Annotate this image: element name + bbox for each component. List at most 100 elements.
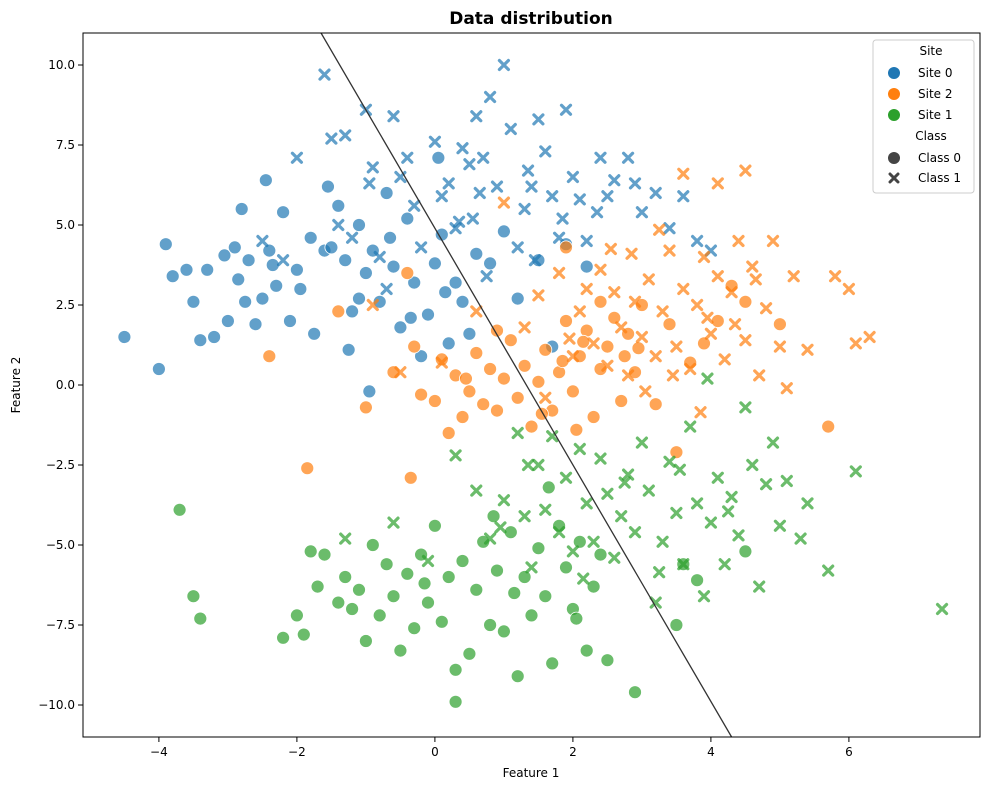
data-point [200, 262, 215, 277]
data-point [341, 342, 356, 357]
data-point [738, 544, 753, 559]
data-point [517, 570, 532, 584]
data-point [639, 385, 652, 398]
data-point [801, 343, 814, 356]
data-point [414, 387, 429, 402]
data-point [625, 247, 638, 260]
data-point [497, 58, 510, 72]
data-point [448, 275, 463, 290]
x-tick-label: 6 [845, 745, 853, 759]
data-point [427, 256, 442, 271]
data-point [594, 151, 607, 164]
data-point [483, 618, 498, 632]
data-point [469, 346, 484, 360]
data-point [615, 321, 628, 334]
data-point [352, 218, 366, 232]
data-point [238, 294, 253, 309]
data-point [393, 320, 408, 335]
data-point [653, 566, 666, 579]
data-point [539, 503, 552, 516]
data-point [628, 685, 642, 700]
data-point [524, 608, 539, 623]
data-point [448, 662, 463, 677]
data-point [666, 369, 680, 382]
data-point [738, 294, 753, 309]
data-point [269, 278, 284, 293]
data-point [594, 263, 607, 276]
data-point [339, 532, 352, 545]
data-point [648, 397, 663, 412]
data-point [449, 449, 462, 462]
data-point [566, 384, 580, 399]
data-point [321, 179, 335, 194]
data-point [358, 634, 373, 648]
data-point [566, 170, 579, 184]
data-point [521, 458, 535, 472]
data-point [477, 151, 490, 164]
data-point [580, 282, 593, 296]
data-point [531, 253, 546, 268]
data-point [496, 224, 511, 239]
data-point [601, 359, 614, 372]
data-point [497, 196, 510, 209]
data-point [545, 656, 560, 671]
data-point [677, 167, 690, 180]
data-point [484, 532, 497, 545]
data-point [456, 142, 469, 155]
data-point [553, 231, 566, 244]
data-point [704, 327, 717, 340]
data-point [684, 420, 697, 433]
data-point [722, 505, 735, 518]
data-point [556, 212, 569, 225]
data-point [746, 458, 759, 472]
data-point [358, 400, 373, 415]
data-point [307, 326, 322, 341]
data-point [408, 199, 421, 212]
data-point [718, 558, 731, 571]
data-point [600, 339, 615, 354]
data-point [317, 547, 332, 562]
legend-marker-site-1 [888, 109, 900, 121]
data-point [358, 266, 373, 280]
data-point [538, 342, 553, 357]
data-point [566, 545, 579, 558]
data-point [158, 237, 173, 252]
data-point [303, 230, 318, 245]
data-point [511, 241, 524, 254]
y-tick-label: −2.5 [46, 458, 75, 472]
data-point [580, 497, 593, 510]
data-point [466, 212, 479, 225]
data-point [434, 614, 449, 629]
data-point [117, 330, 132, 344]
data-point [586, 579, 601, 594]
decision-boundary-line [320, 33, 733, 737]
data-point [559, 471, 573, 484]
data-point [559, 103, 573, 116]
data-point [725, 490, 738, 504]
data-point [435, 190, 448, 203]
data-point [677, 558, 690, 571]
data-point [573, 442, 586, 456]
data-point [414, 349, 429, 364]
data-point [753, 580, 766, 593]
data-point [518, 510, 531, 523]
data-point [531, 374, 546, 389]
data-point [435, 356, 448, 369]
data-point [656, 535, 669, 548]
data-point [507, 586, 522, 600]
data-point [407, 339, 422, 354]
data-point [701, 372, 714, 385]
data-point [496, 624, 511, 639]
data-point [649, 186, 662, 200]
data-point [673, 463, 686, 476]
data-point [559, 560, 573, 575]
y-axis-label: Feature 2 [9, 357, 23, 414]
data-point [455, 410, 470, 424]
data-point [593, 294, 608, 309]
data-point [276, 205, 291, 220]
y-tick-label: −10.0 [38, 698, 75, 712]
legend: Site Site 0 Site 2 Site 1 Class Class 0 … [872, 39, 975, 194]
data-point [338, 253, 353, 268]
data-point [325, 132, 338, 145]
data-point [386, 589, 401, 604]
